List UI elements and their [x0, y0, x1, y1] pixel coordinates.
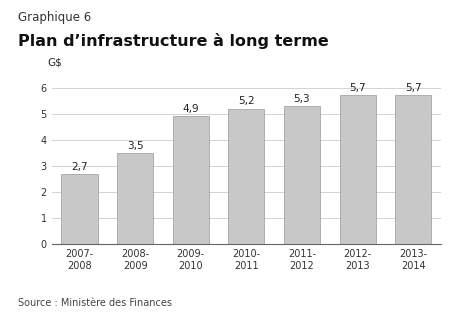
Bar — [339, 95, 376, 244]
Text: 4,9: 4,9 — [182, 104, 199, 114]
Bar — [395, 95, 431, 244]
Bar — [62, 174, 98, 244]
Text: G$: G$ — [48, 57, 63, 67]
Text: 5,3: 5,3 — [294, 94, 310, 104]
Text: Source : Ministère des Finances: Source : Ministère des Finances — [18, 298, 172, 308]
Bar — [173, 116, 209, 244]
Text: 5,7: 5,7 — [405, 83, 422, 93]
Text: 5,2: 5,2 — [238, 96, 255, 106]
Text: Plan d’infrastructure à long terme: Plan d’infrastructure à long terme — [18, 33, 329, 49]
Bar — [284, 106, 320, 244]
Bar — [117, 153, 153, 244]
Text: Graphique 6: Graphique 6 — [18, 11, 91, 24]
Text: 5,7: 5,7 — [349, 83, 366, 93]
Bar — [228, 109, 265, 244]
Text: 2,7: 2,7 — [71, 162, 88, 172]
Text: 3,5: 3,5 — [127, 141, 144, 151]
